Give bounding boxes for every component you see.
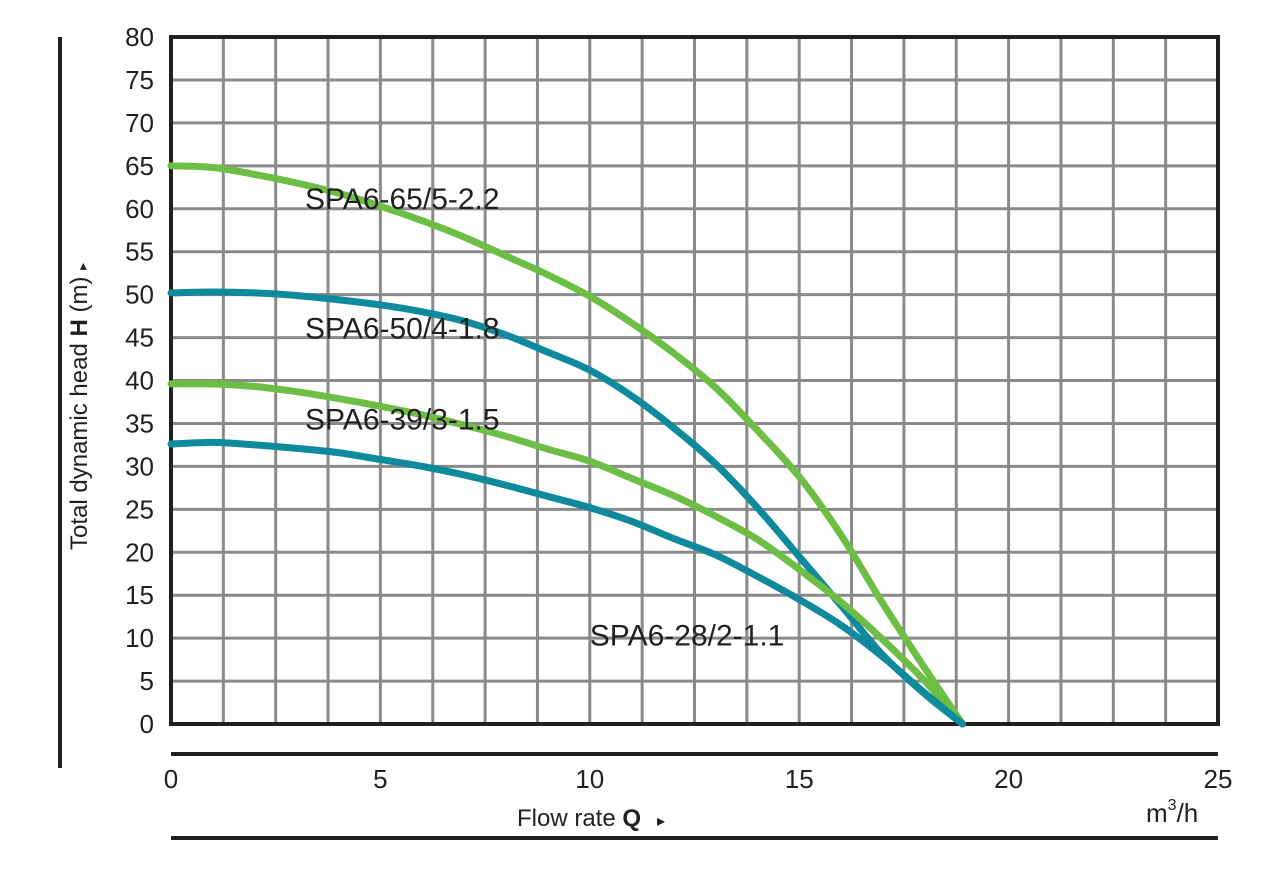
y-tick-label: 5 — [140, 666, 154, 696]
curve-label: SPA6-28/2-1.1 — [590, 619, 785, 652]
performance-curves — [167, 162, 967, 728]
y-axis-symbol: H — [66, 319, 93, 336]
y-tick-label: 30 — [125, 451, 154, 481]
y-tick-label: 75 — [125, 65, 154, 95]
x-axis-unit: m3/h — [1146, 797, 1198, 828]
y-tick-label: 55 — [125, 237, 154, 267]
curve-spa6-28-2-1-1 — [167, 438, 967, 728]
x-axis-symbol: Q — [622, 805, 641, 832]
y-tick-label: 20 — [125, 537, 154, 567]
y-tick-label: 25 — [125, 494, 154, 524]
y-tick-label: 10 — [125, 623, 154, 653]
y-tick-label: 60 — [125, 194, 154, 224]
grid-lines — [171, 37, 1218, 724]
curve-label: SPA6-39/3-1.5 — [305, 404, 500, 437]
x-tick-labels: 0 5 10 15 20 25 — [164, 764, 1233, 794]
curve-labels: SPA6-65/5-2.2 SPA6-50/4-1.8 SPA6-39/3-1.5 S… — [305, 183, 784, 652]
x-tick-label: 0 — [164, 764, 178, 794]
y-tick-label: 45 — [125, 323, 154, 353]
y-tick-labels: 0 5 10 15 20 25 30 35 40 45 50 55 60 65 70 75 80 — [125, 22, 154, 739]
y-tick-label: 15 — [125, 580, 154, 610]
x-tick-label: 5 — [373, 764, 387, 794]
x-axis-label: Flow rate Q ▸ — [517, 805, 665, 832]
y-axis-arrow-icon: ▸ — [74, 263, 90, 270]
y-tick-label: 70 — [125, 108, 154, 138]
curve-label: SPA6-65/5-2.2 — [305, 183, 500, 216]
curve-spa6-65-5-2-2 — [167, 162, 967, 728]
y-tick-label: 80 — [125, 22, 154, 52]
y-tick-label: 50 — [125, 280, 154, 310]
x-tick-label: 25 — [1204, 764, 1233, 794]
y-tick-label: 40 — [125, 366, 154, 396]
x-axis-arrow-icon: ▸ — [657, 813, 665, 830]
curve-label: SPA6-50/4-1.8 — [305, 313, 500, 346]
y-tick-label: 35 — [125, 408, 154, 438]
curve-spa6-39-3-1-5 — [167, 380, 967, 728]
y-axis-label: Total dynamic head H (m) ▸ — [66, 263, 93, 550]
y-tick-label: 0 — [140, 709, 154, 739]
x-tick-label: 20 — [994, 764, 1023, 794]
x-tick-label: 15 — [785, 764, 814, 794]
y-tick-label: 65 — [125, 151, 154, 181]
x-tick-label: 10 — [575, 764, 604, 794]
